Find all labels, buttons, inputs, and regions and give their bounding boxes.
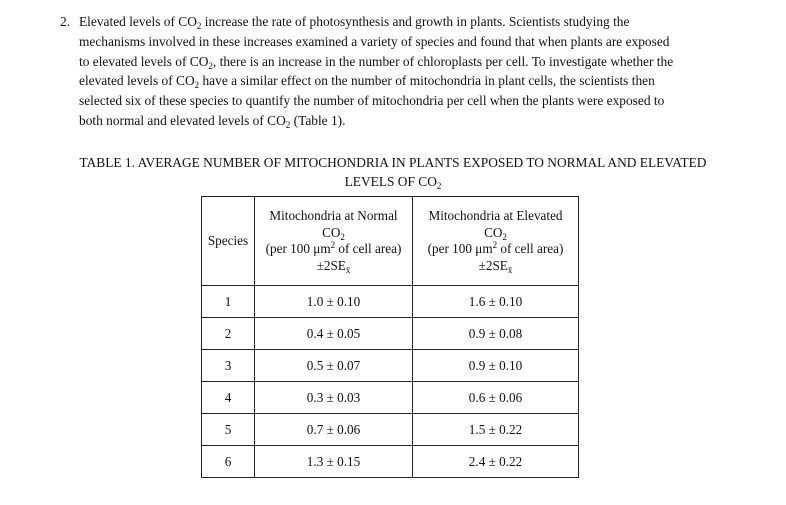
table-row: 6 1.3 ± 0.15 2.4 ± 0.22 [201, 445, 579, 478]
table-row: 3 0.5 ± 0.07 0.9 ± 0.10 [201, 349, 579, 382]
species-cell: 3 [201, 349, 255, 382]
species-header: Species [201, 196, 255, 286]
elevated-value-cell: 0.9 ± 0.10 [412, 349, 579, 382]
species-cell: 2 [201, 317, 255, 350]
table-row: 1 1.0 ± 0.10 1.6 ± 0.10 [201, 285, 579, 318]
elevated-value-cell: 2.4 ± 0.22 [412, 445, 579, 478]
question-line: both normal and elevated levels of CO2 (… [79, 112, 346, 130]
elevated-value-cell: 1.5 ± 0.22 [412, 413, 579, 446]
question-block: 2. Elevated levels of CO2 increase the r… [60, 12, 750, 131]
normal-value-cell: 1.0 ± 0.10 [254, 285, 413, 318]
elevated-value-cell: 0.9 ± 0.08 [412, 317, 579, 350]
question-line: to elevated levels of CO2, there is an i… [79, 53, 674, 71]
normal-value-cell: 0.7 ± 0.06 [254, 413, 413, 446]
question-line: selected six of these species to quantif… [79, 93, 665, 109]
table-row: 5 0.7 ± 0.06 1.5 ± 0.22 [201, 413, 579, 446]
question-number: 2. [60, 14, 71, 29]
table-row: 2 0.4 ± 0.05 0.9 ± 0.08 [201, 317, 579, 350]
mitochondria-table: Species Mitochondria at Normal CO2 (per … [201, 196, 579, 478]
table-caption-line2: LEVELS OF CO2 [344, 174, 442, 191]
table-header-row: Species Mitochondria at Normal CO2 (per … [201, 196, 579, 286]
species-cell: 4 [201, 381, 255, 414]
normal-value-cell: 0.5 ± 0.07 [254, 349, 413, 382]
question-line: elevated levels of CO2 have a similar ef… [79, 73, 655, 91]
species-cell: 1 [201, 285, 255, 318]
question-line: mechanisms involved in these increases e… [79, 33, 670, 49]
normal-co2-header: Mitochondria at Normal CO2 (per 100 μm2 … [254, 196, 413, 286]
normal-value-cell: 0.4 ± 0.05 [254, 317, 413, 350]
question-text: Elevated levels of CO2 increase the rate… [79, 12, 750, 131]
table-caption: TABLE 1. AVERAGE NUMBER OF MITOCHONDRIA … [79, 155, 707, 170]
species-cell: 5 [201, 413, 255, 446]
normal-value-cell: 0.3 ± 0.03 [254, 381, 413, 414]
elevated-value-cell: 0.6 ± 0.06 [412, 381, 579, 414]
normal-value-cell: 1.3 ± 0.15 [254, 445, 413, 478]
elevated-value-cell: 1.6 ± 0.10 [412, 285, 579, 318]
question-line: Elevated levels of CO2 increase the rate… [79, 14, 630, 31]
elevated-co2-header: Mitochondria at Elevated CO2 (per 100 μm… [412, 196, 579, 286]
table-row: 4 0.3 ± 0.03 0.6 ± 0.06 [201, 381, 579, 414]
species-cell: 6 [201, 445, 255, 478]
